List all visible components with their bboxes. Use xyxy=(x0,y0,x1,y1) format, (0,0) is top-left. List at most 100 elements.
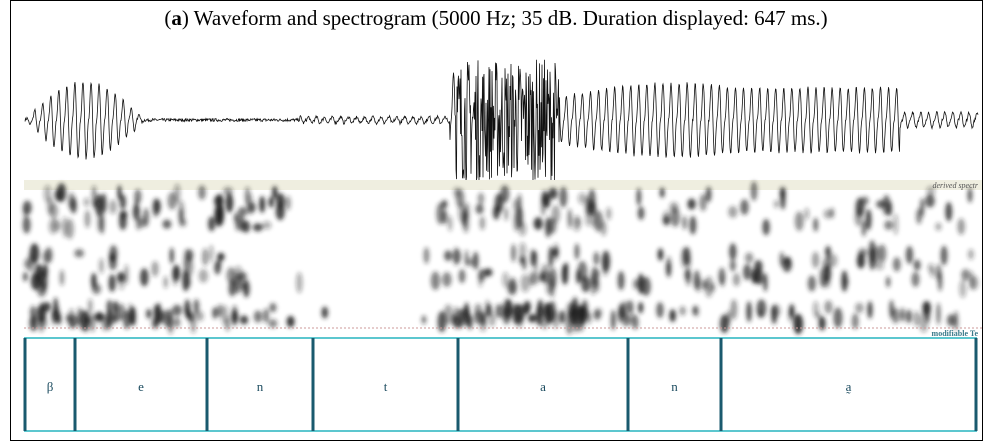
spectral-energy xyxy=(74,249,85,258)
spectral-energy xyxy=(473,311,484,324)
spectral-energy xyxy=(590,266,599,287)
spectral-energy xyxy=(587,311,592,324)
spectral-energy xyxy=(500,185,510,203)
spectral-energy xyxy=(512,198,520,212)
spectral-energy xyxy=(244,186,251,205)
spectral-energy xyxy=(885,276,891,288)
segment-label: n xyxy=(257,379,264,394)
spectral-energy xyxy=(593,210,603,232)
spectral-energy xyxy=(520,274,531,293)
spectral-energy xyxy=(844,277,849,287)
spectral-energy xyxy=(730,299,738,320)
spectral-energy xyxy=(262,221,272,230)
spectral-energy xyxy=(217,252,225,261)
spectral-energy xyxy=(94,311,105,323)
title: (a) Waveform and spectrogram (5000 Hz; 3… xyxy=(164,6,827,30)
spectral-energy xyxy=(937,270,943,292)
spectral-energy xyxy=(95,194,103,217)
spectral-energy xyxy=(275,202,285,221)
spectral-energy xyxy=(913,310,920,327)
spectral-energy xyxy=(732,273,741,287)
spectral-energy xyxy=(186,276,191,288)
spectral-energy xyxy=(632,278,639,290)
spectral-energy xyxy=(665,261,671,276)
spectral-energy xyxy=(40,271,48,292)
spectral-energy xyxy=(241,220,251,233)
spectral-energy xyxy=(940,245,948,266)
spectral-energy xyxy=(824,247,832,256)
spectral-energy xyxy=(637,206,645,220)
spectral-energy xyxy=(106,299,113,313)
spectral-energy xyxy=(48,218,58,235)
spectral-energy xyxy=(670,207,680,227)
spectral-energy xyxy=(861,220,867,237)
spectral-energy xyxy=(212,307,218,319)
spectral-energy xyxy=(601,255,609,277)
spectral-energy xyxy=(793,313,804,335)
spectral-energy xyxy=(108,253,116,262)
spectral-energy xyxy=(936,302,941,325)
spectral-energy xyxy=(174,316,181,328)
spectral-energy xyxy=(225,193,234,213)
spectral-energy xyxy=(617,271,625,291)
spectral-energy xyxy=(465,258,475,267)
spectral-energy xyxy=(97,212,102,232)
spectral-energy xyxy=(916,208,923,225)
spectral-energy xyxy=(857,248,868,257)
spectral-energy xyxy=(228,280,237,297)
spectral-energy xyxy=(263,308,269,323)
spectral-energy xyxy=(762,218,770,236)
spectral-energy xyxy=(919,311,929,333)
spectral-energy xyxy=(693,305,700,317)
spectral-energy xyxy=(812,300,819,317)
spectral-energy xyxy=(436,202,445,225)
spectral-energy xyxy=(87,298,93,315)
spectral-energy xyxy=(833,307,843,328)
spectral-energy xyxy=(874,261,885,270)
spectral-energy xyxy=(29,314,38,332)
spectral-energy xyxy=(113,301,119,313)
segment-label: e xyxy=(138,379,144,394)
spectral-energy xyxy=(169,247,174,264)
spectral-energy xyxy=(657,248,664,261)
spectral-energy xyxy=(548,246,554,268)
spectral-energy xyxy=(321,306,329,319)
spectral-energy xyxy=(286,315,295,328)
spectral-energy xyxy=(223,186,233,196)
spectral-energy xyxy=(268,196,274,208)
spectral-energy xyxy=(108,274,116,292)
spectral-energy xyxy=(181,218,187,227)
segment-label: t xyxy=(384,379,388,394)
spectral-energy xyxy=(969,275,979,290)
spectral-energy xyxy=(578,305,588,325)
waveform xyxy=(24,59,979,183)
spectral-energy xyxy=(442,272,452,287)
spectral-energy xyxy=(41,250,50,264)
spectral-energy xyxy=(516,206,524,229)
spectral-energy xyxy=(967,249,974,260)
spectral-energy xyxy=(447,215,453,232)
spectral-energy xyxy=(233,265,244,288)
spectral-energy xyxy=(83,197,90,207)
spectral-energy xyxy=(52,310,57,326)
spectral-energy xyxy=(151,316,159,330)
spectral-energy xyxy=(152,198,160,217)
spectral-energy xyxy=(530,273,541,285)
spectral-energy xyxy=(782,256,792,273)
spectral-energy xyxy=(953,311,959,331)
spectral-energy xyxy=(98,258,105,274)
spectral-energy xyxy=(253,310,263,323)
spectral-energy xyxy=(773,200,779,209)
spectral-energy xyxy=(272,186,278,199)
spectral-energy xyxy=(957,218,965,235)
spectral-energy xyxy=(751,267,758,284)
spectral-energy xyxy=(455,188,465,209)
spectral-energy xyxy=(585,212,591,227)
spectral-energy xyxy=(268,319,278,328)
spectral-energy xyxy=(823,209,833,219)
spectral-energy xyxy=(900,307,905,322)
spectral-energy xyxy=(855,302,864,314)
spectral-energy xyxy=(825,276,831,288)
spectral-energy xyxy=(485,303,492,317)
spectral-energy xyxy=(824,300,833,314)
